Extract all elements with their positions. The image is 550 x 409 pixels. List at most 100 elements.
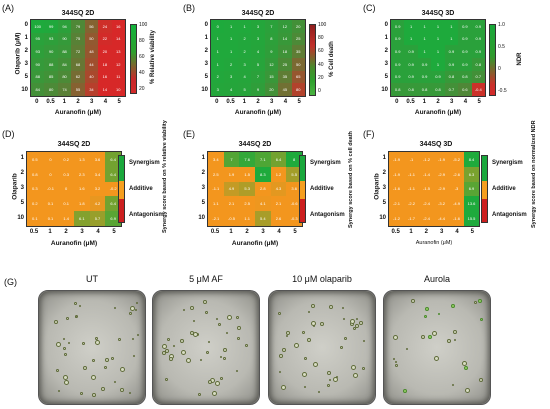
cell-spheroid: [236, 337, 240, 341]
cell-spheroid: [206, 351, 210, 355]
cell-spheroid: [453, 338, 456, 341]
colorbar-tick-label: 100: [139, 22, 148, 28]
heatmap-cell: 79: [71, 20, 85, 33]
x-tick-label: 0.5: [29, 229, 39, 235]
heatmap-cell: 0.2: [58, 152, 74, 167]
heatmap-cell: 7: [223, 152, 240, 167]
heatmap-cell: -0.6: [286, 196, 302, 212]
heatmap-cell: 8.3: [255, 166, 271, 182]
cell-spheroid: [328, 305, 333, 310]
panel-title-b: 344SQ 2D: [241, 10, 275, 17]
heatmap-cell: 1: [417, 45, 432, 58]
cell-spheroid: [236, 316, 240, 320]
colorbar-tick-label: 40: [139, 70, 145, 76]
heatmap-cell: 0.9: [458, 58, 472, 71]
y-tick-label: 3: [204, 60, 208, 67]
additive-label-d: Additive: [129, 186, 153, 192]
synergy-colorbar-e: [299, 155, 306, 223]
well-frame: [269, 291, 375, 404]
cell-spheroid: [104, 365, 108, 369]
y-tick-label: 10: [379, 215, 386, 222]
heatmap-cell: 94: [57, 20, 72, 33]
heatmap-cell: 3: [224, 70, 238, 84]
heatmap-cell: 40: [84, 70, 99, 84]
cell-spheroid: [358, 320, 363, 325]
heatmap-cell: -2.4: [419, 211, 434, 226]
heatmap-cell: 1: [404, 32, 418, 46]
heatmap-cell: 0.9: [391, 20, 405, 33]
heatmap-cell: 3: [211, 83, 225, 96]
antagonism-label-f: Antagonism: [492, 212, 527, 218]
cell-spheroid: [207, 379, 212, 384]
cell-spheroid: [462, 361, 468, 366]
y-tick-label: 0: [384, 21, 388, 28]
heatmap-cell: 0.7: [471, 70, 485, 84]
cell-spheroid: [478, 378, 483, 383]
cell-spheroid: [197, 392, 201, 396]
colorbar-label-e: Synergy score based on % cell death: [348, 131, 354, 228]
heatmap-cell: 0.9: [391, 32, 405, 46]
heatmap-cell: 0.9: [391, 45, 405, 58]
heatmap-cell: 3: [237, 58, 252, 71]
colorbar-tick-label: 80: [139, 38, 145, 44]
cell-spheroid: [95, 339, 101, 345]
y-tick-label: 0: [24, 21, 28, 28]
cell-spheroid: [451, 304, 456, 309]
heatmap-cell: -2.1: [389, 196, 404, 212]
heatmap-cell: 9: [264, 45, 279, 58]
cell-spheroid: [342, 307, 345, 310]
heatmap-cell: 4.1: [255, 196, 271, 212]
heatmap-cell: 0.9: [444, 58, 459, 71]
cell-spheroid: [349, 318, 355, 324]
cell-spheroid: [117, 337, 121, 341]
heatmap-cell: 0.6: [458, 83, 472, 96]
heatmap-cell: 1: [444, 32, 459, 46]
x-tick-label: 0.5: [406, 99, 415, 105]
heatmap-cell: 12: [278, 20, 292, 33]
heatmap-cell: 34: [84, 83, 99, 96]
cell-spheroid: [432, 330, 438, 336]
cell-spheroid: [329, 379, 332, 382]
cell-spheroid: [66, 317, 70, 321]
cell-spheroid: [318, 391, 321, 394]
y-tick-label: 0: [204, 21, 208, 28]
heatmap-cell: -1.2: [419, 152, 434, 167]
panel-title-e: 344SQ 2D: [238, 141, 272, 148]
colorbar-label-f: Synergy score based on normalized NDR: [531, 120, 537, 228]
y-tick-label: 1: [20, 154, 24, 161]
heatmap-cell: 2: [237, 45, 252, 58]
x-tick-label: 4: [463, 99, 468, 105]
heatmap-cell: 2: [237, 32, 252, 46]
cell-spheroid: [344, 337, 348, 341]
heatmap-cell: 90: [44, 45, 58, 58]
heatmap-cell: 2: [224, 58, 238, 71]
heatmap-cell: 0.8: [391, 83, 405, 96]
heatmap-cell: 75: [71, 32, 85, 46]
cell-spheroid: [205, 310, 209, 314]
x-tick-label: 3: [80, 229, 84, 235]
cell-spheroid: [63, 352, 67, 356]
heatmap-cell: 1.9: [223, 166, 240, 182]
x-tick-label: 1: [422, 99, 426, 105]
heatmap-cell: 9: [251, 83, 265, 96]
synergy-colorbar-f: [481, 155, 488, 223]
cell-spheroid: [453, 330, 458, 335]
cell-spheroid: [311, 304, 316, 309]
cell-spheroid: [95, 336, 99, 340]
heatmap-cell: 2.5: [239, 196, 255, 212]
cell-spheroid: [57, 389, 60, 392]
heatmap-cell: -3.2: [434, 196, 449, 212]
heatmap-cell: 8: [264, 32, 279, 46]
cell-spheroid: [478, 299, 483, 304]
y-tick-label: 10: [381, 86, 388, 93]
heatmap-cell: 15.5: [464, 211, 479, 226]
cell-spheroid: [105, 358, 110, 363]
heatmap-cell: 1: [211, 58, 225, 71]
cell-spheroid: [62, 337, 65, 340]
x-tick-label: 5: [293, 229, 297, 235]
micrograph-title: 10 μM olaparib: [292, 274, 352, 284]
cell-spheroid: [55, 342, 61, 348]
x-tick-label: 0.5: [226, 99, 235, 105]
colorbar-label-c: NDR: [517, 52, 523, 66]
x-tick-label: 0.5: [46, 99, 55, 105]
